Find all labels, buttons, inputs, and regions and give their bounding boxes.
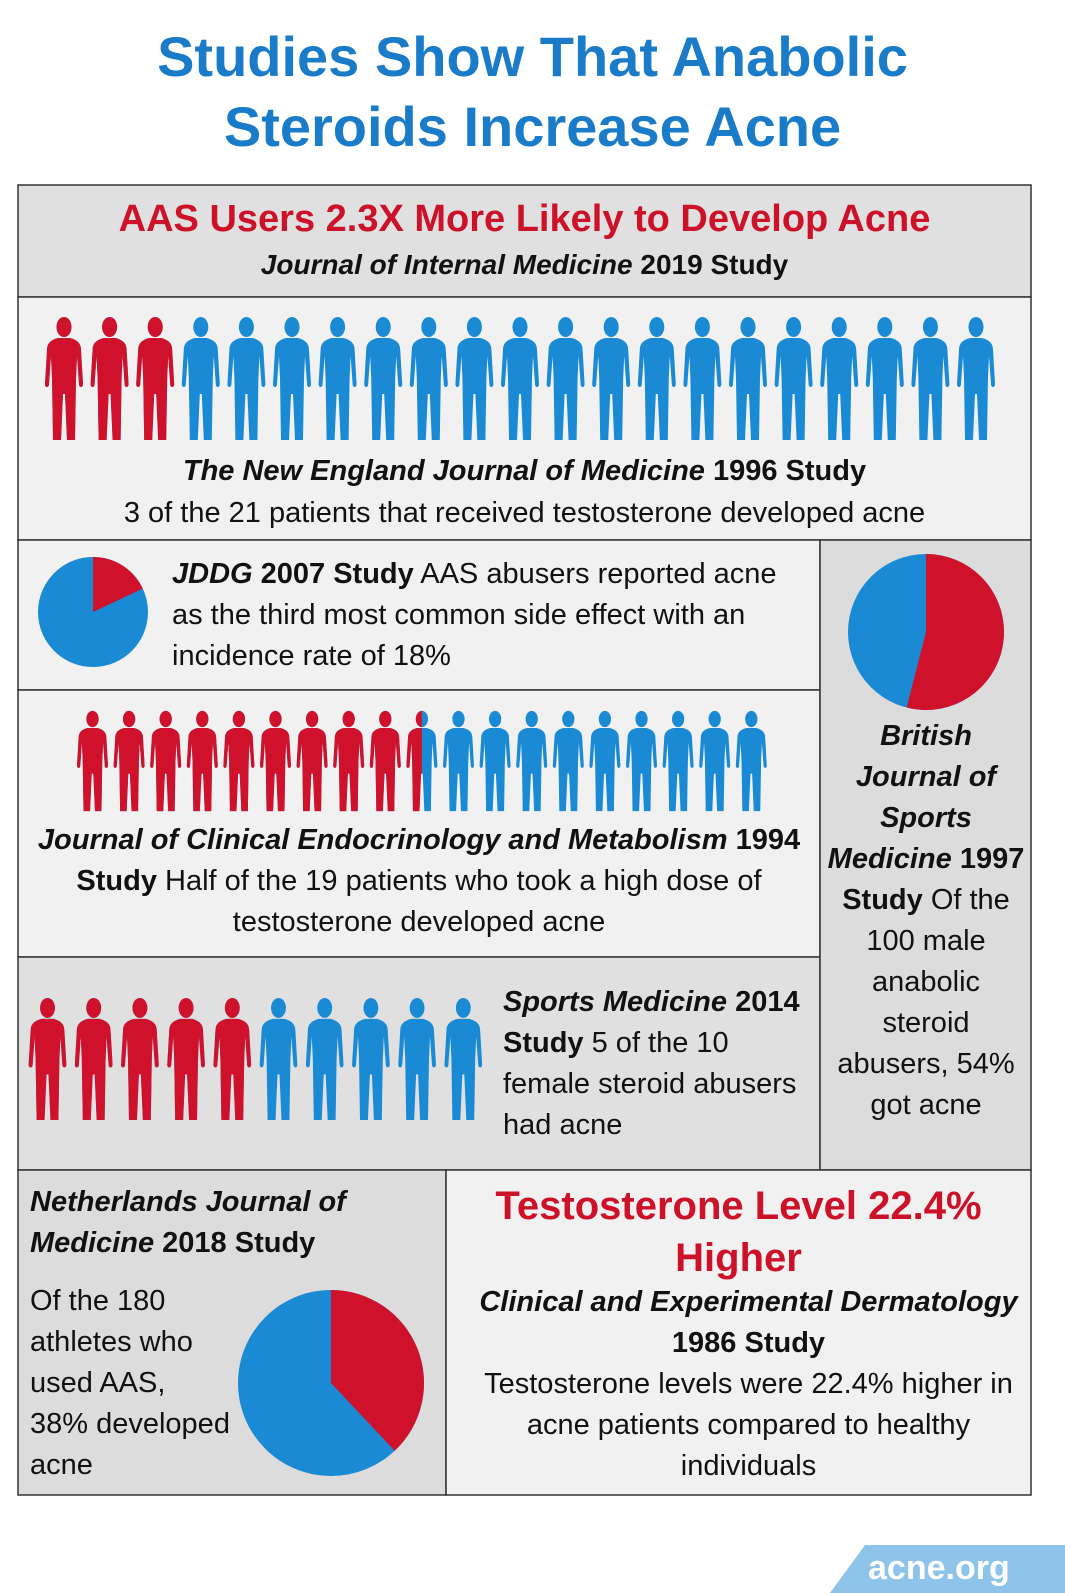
study: 2018 Study <box>162 1227 316 1259</box>
journal: Clinical and Experimental Dermatology <box>479 1286 1018 1318</box>
study: 1994 Study <box>76 824 801 897</box>
banner-panel <box>17 184 1032 298</box>
netherlands-text: Of the 180 athletes who used AAS, 38% de… <box>30 1285 230 1481</box>
study: 2019 Study <box>640 249 789 280</box>
bjsm-caption: British Journal of Sports Medicine 1997 … <box>826 716 1026 1126</box>
study: 2014 Study <box>503 986 800 1059</box>
page-title: Studies Show That Anabolic Steroids Incr… <box>157 25 908 158</box>
journal: Netherlands Journal of Medicine <box>30 1186 346 1259</box>
study: 1997 Study <box>842 843 1025 916</box>
netherlands-heading: Netherlands Journal of Medicine 2018 Stu… <box>30 1182 430 1264</box>
jcem-caption: Journal of Clinical Endocrinology and Me… <box>28 820 810 943</box>
jddg-panel <box>17 539 821 691</box>
jddg-caption: JDDG 2007 Study AAS abusers reported acn… <box>172 554 812 677</box>
banner-source: Journal of Internal Medicine 2019 Study <box>18 245 1031 285</box>
logo-badge <box>830 1545 1065 1593</box>
testosterone-panel <box>445 1169 1032 1496</box>
pie-slice <box>331 1290 424 1451</box>
study-text: Of the 100 male anabolic steroid abusers… <box>837 884 1015 1121</box>
study-text: AAS abusers reported acne as the third m… <box>172 558 777 672</box>
testosterone-headline: Testosterone Level 22.4% Higher <box>495 1184 982 1280</box>
journal: Sports Medicine <box>503 986 727 1018</box>
study-text: Half of the 19 patients who took a high … <box>165 865 762 938</box>
banner-headline: AAS Users 2.3X More Likely to Develop Ac… <box>118 198 931 240</box>
study: 1986 Study <box>671 1327 826 1359</box>
logo: acne.org <box>868 1549 1010 1587</box>
nejm-caption: The New England Journal of Medicine 1996… <box>18 450 1031 534</box>
study-text: 5 of the 10 female steroid abusers had a… <box>503 1027 797 1141</box>
journal: British Journal of Sports Medicine <box>827 720 997 875</box>
study: 1996 Study <box>712 455 867 487</box>
pie-slice <box>906 554 1004 710</box>
study-text: 3 of the 21 patients that received testo… <box>123 497 926 529</box>
journal: The New England Journal of Medicine <box>182 455 705 487</box>
testosterone-caption: Clinical and Experimental Dermatology 19… <box>466 1282 1031 1487</box>
journal: JDDG <box>172 558 253 590</box>
sports-caption: Sports Medicine 2014 Study 5 of the 10 f… <box>503 982 813 1146</box>
pie-slice <box>93 557 143 612</box>
journal: Journal of Clinical Endocrinology and Me… <box>37 824 728 856</box>
study-text: Testosterone levels were 22.4% higher in… <box>484 1368 1013 1482</box>
journal: Journal of Internal Medicine <box>260 249 633 280</box>
study: 2007 Study <box>260 558 414 590</box>
